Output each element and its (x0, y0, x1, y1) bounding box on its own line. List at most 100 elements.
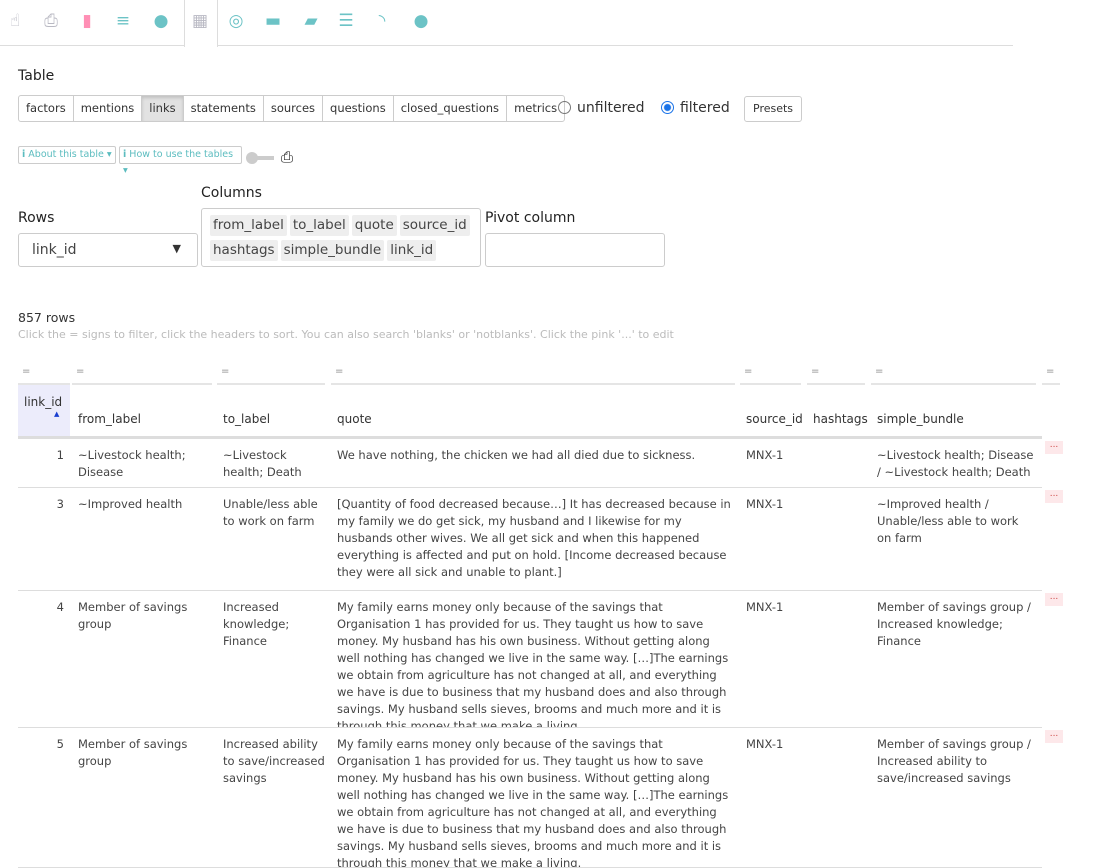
edit-row-button[interactable]: ... (1045, 490, 1063, 503)
filter-toggle[interactable]: = (335, 366, 344, 377)
row-count: 857 rows (18, 310, 76, 325)
column-chip[interactable]: link_id (387, 240, 437, 261)
column-chip[interactable]: quote (351, 215, 397, 236)
cell-from_label: Member of savings group (78, 737, 188, 768)
align-left-icon[interactable]: ≡ (115, 11, 131, 31)
column-chip[interactable]: from_label (210, 215, 287, 236)
tab-factors[interactable]: factors (19, 96, 74, 121)
column-chip[interactable]: to_label (289, 215, 349, 236)
user-circle-icon[interactable]: ● (413, 11, 429, 31)
tab-closed_questions[interactable]: closed_questions (394, 96, 508, 121)
filtered-radio[interactable]: filtered (660, 100, 730, 116)
header-from_label[interactable]: from_label (78, 412, 141, 426)
cell-quote: We have nothing, the chicken we had all … (337, 448, 696, 462)
file-icon[interactable]: ▮ (82, 11, 92, 31)
unfiltered-radio[interactable]: unfiltered (558, 100, 645, 116)
columns-label: Columns (201, 185, 262, 201)
chevron-down-icon: ▼ (172, 242, 181, 255)
cell-to_label: Increased knowledge; Finance (223, 600, 290, 648)
cell-from_label: Member of savings group (78, 600, 188, 631)
header-to_label[interactable]: to_label (223, 412, 271, 426)
filter-line (871, 383, 1036, 385)
rows-select[interactable]: link_id ▼ (18, 233, 198, 267)
table-row: 1 ~Livestock health; Disease ~Livestock he… (18, 439, 1042, 488)
filter-toggle[interactable]: = (221, 366, 230, 377)
cell-simple_bundle: Member of savings group / Increased know… (877, 600, 1031, 648)
unfiltered-label: unfiltered (577, 100, 645, 116)
tab-metrics[interactable]: metrics (514, 101, 558, 115)
rss-icon[interactable]: ◝ (378, 11, 386, 31)
presets-button[interactable]: Presets (744, 96, 803, 122)
filter-toggle[interactable]: = (875, 366, 884, 377)
filter-radio-group: unfiltered filtered (558, 100, 730, 116)
header-link_id[interactable]: link_id (24, 395, 63, 409)
column-chip[interactable]: hashtags (210, 240, 278, 261)
cell-source_id: MNX-1 (746, 497, 784, 511)
tab-mentions[interactable]: mentions (74, 96, 143, 121)
cell-link_id: 4 (56, 600, 64, 614)
header-hashtags[interactable]: hashtags (813, 412, 868, 426)
cell-link_id: 1 (56, 448, 64, 462)
edit-row-button[interactable]: ... (1045, 593, 1063, 606)
filter-toggle[interactable]: = (22, 366, 31, 377)
rows-select-value: link_id (32, 242, 77, 258)
table-row: 3 ~Improved health Unable/less able to wor… (18, 488, 1042, 591)
cell-quote: My family earns money only because of th… (337, 600, 729, 728)
table-row: 4 Member of savings group Increased knowle… (18, 591, 1042, 728)
hand-pointer-icon[interactable]: ☝ (9, 11, 21, 31)
filter-line (18, 383, 70, 385)
filter-toggle[interactable]: = (811, 366, 820, 377)
columns-multiselect[interactable]: from_label to_label quote source_id hashtags… (201, 208, 481, 267)
cell-to_label: ~Livestock health; Death (223, 448, 302, 479)
column-chip[interactable]: simple_bundle (280, 240, 385, 261)
folder-open-icon[interactable]: ▰ (304, 11, 318, 31)
filter-toggle[interactable]: = (76, 366, 85, 377)
column-chip[interactable]: source_id (399, 215, 470, 236)
cell-source_id: MNX-1 (746, 600, 784, 614)
print-icon[interactable]: ⎙ (44, 11, 58, 31)
cell-simple_bundle: ~Improved health / Unable/less able to w… (877, 497, 1019, 545)
cell-link_id: 5 (56, 737, 64, 751)
cell-simple_bundle: Member of savings group / Increased abil… (877, 737, 1031, 785)
cell-from_label: ~Improved health (78, 497, 183, 511)
filter-line (807, 383, 865, 385)
cell-source_id: MNX-1 (746, 448, 784, 462)
cell-link_id: 3 (56, 497, 64, 511)
filter-toggle[interactable]: = (1046, 366, 1055, 377)
how-to-use-dropdown[interactable]: i How to use the tables ▾ (119, 146, 242, 176)
header-divider (18, 436, 1042, 439)
top-toolbar: ☝ ⎙ ▮ ≡ ● ▦ ◎ ▬ ▰ ☰ ◝ ● (0, 0, 1013, 47)
database-icon[interactable]: ☰ (338, 11, 354, 31)
pivot-column-label: Pivot column (485, 210, 576, 226)
table-icon[interactable]: ▦ (191, 11, 209, 31)
cell-quote: [Quantity of food decreased because…] It… (337, 497, 731, 579)
cell-source_id: MNX-1 (746, 737, 784, 751)
edit-row-button[interactable]: ... (1045, 730, 1063, 743)
header-source_id[interactable]: source_id (746, 412, 803, 426)
filter-line (1042, 383, 1060, 385)
tab-sources[interactable]: sources (264, 96, 324, 121)
header-simple_bundle[interactable]: simple_bundle (877, 412, 964, 426)
filter-line (740, 383, 801, 385)
cell-quote: My family earns money only because of th… (337, 737, 729, 868)
header-quote[interactable]: quote (337, 412, 372, 426)
toggle-switch[interactable] (246, 152, 274, 164)
table-tabs: factors mentions links statements sources que… (18, 95, 566, 122)
filter-line (217, 383, 325, 385)
table-row: 5 Member of savings group Increased abilit… (18, 728, 1042, 868)
print-icon[interactable]: ⎙ (281, 148, 294, 166)
tab-questions[interactable]: questions (323, 96, 394, 121)
filtered-label: filtered (679, 100, 730, 116)
ruler-icon[interactable]: ▬ (264, 11, 282, 31)
active-tab-indicator (184, 0, 218, 47)
tab-links[interactable]: links (142, 96, 184, 121)
howto-label: How to use the tables (129, 149, 234, 160)
filter-toggle[interactable]: = (744, 366, 753, 377)
tab-statements[interactable]: statements (184, 96, 264, 121)
about-table-dropdown[interactable]: i About this table ▾ (18, 146, 116, 164)
target-icon[interactable]: ◎ (228, 11, 244, 31)
edit-row-button[interactable]: ... (1045, 441, 1063, 454)
sorted-header-bg (18, 385, 70, 436)
pivot-column-input[interactable] (485, 233, 665, 267)
compass-icon[interactable]: ● (153, 11, 169, 31)
